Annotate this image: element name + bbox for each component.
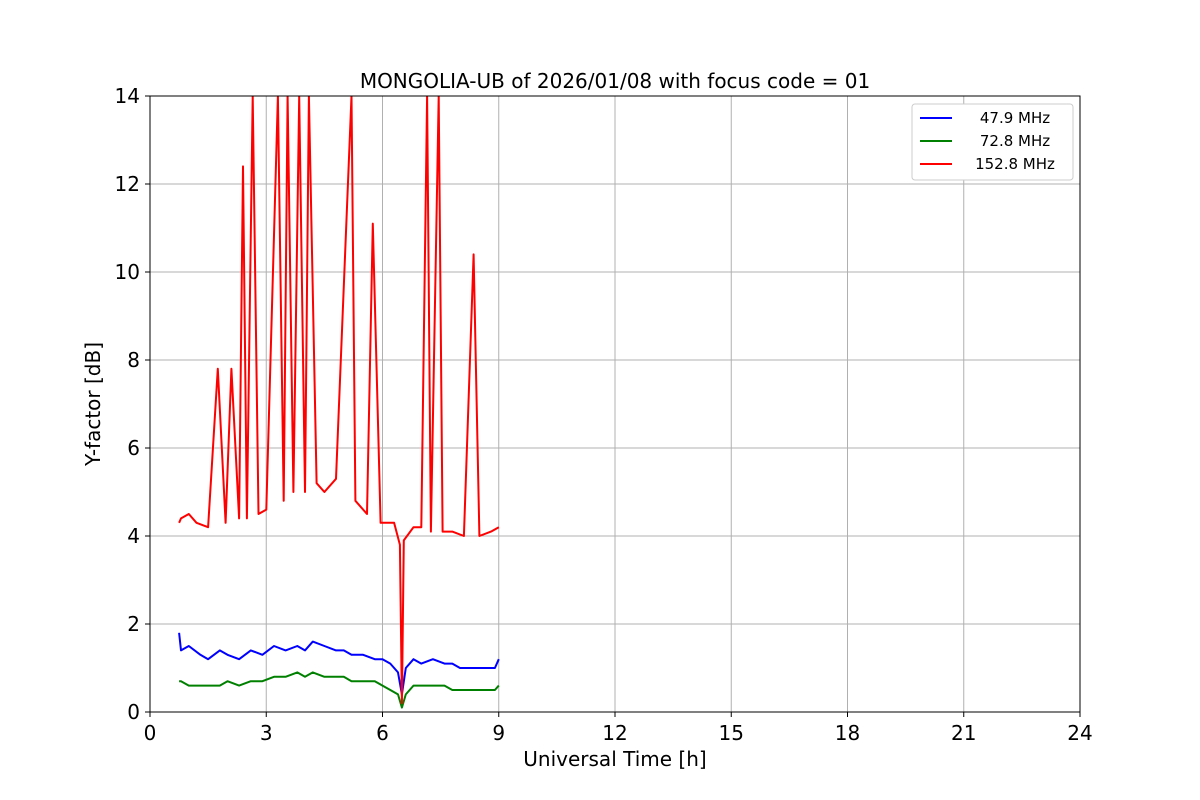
y-tick-label: 14 (115, 84, 140, 108)
x-tick-label: 3 (260, 721, 273, 745)
x-tick-label: 18 (835, 721, 860, 745)
x-axis-label: Universal Time [h] (523, 747, 706, 771)
y-tick-label: 12 (115, 172, 140, 196)
series-line-2 (178, 96, 500, 705)
x-tick-label: 12 (602, 721, 627, 745)
legend-label: 72.8 MHz (980, 132, 1050, 150)
chart-title: MONGOLIA-UB of 2026/01/08 with focus cod… (360, 69, 870, 93)
series-line-0 (178, 632, 500, 696)
legend-box (911, 103, 1074, 181)
legend: 47.9 MHz 72.8 MHz 152.8 MHz (911, 103, 1074, 181)
x-tick-label: 21 (951, 721, 976, 745)
y-axis-ticks: 0 2 4 6 8 10 12 14 (115, 84, 150, 724)
x-axis-ticks: 0 3 6 9 12 15 18 21 24 (144, 712, 1093, 745)
y-tick-label: 4 (127, 524, 140, 548)
y-tick-label: 0 (127, 700, 140, 724)
y-tick-label: 10 (115, 260, 140, 284)
x-tick-label: 9 (492, 721, 505, 745)
series-group (178, 96, 500, 709)
series-line-1 (179, 671, 500, 709)
y-tick-label: 8 (127, 348, 140, 372)
x-tick-label: 15 (719, 721, 744, 745)
x-tick-label: 0 (144, 721, 157, 745)
y-tick-label: 2 (127, 612, 140, 636)
x-tick-label: 6 (376, 721, 389, 745)
legend-label: 47.9 MHz (980, 109, 1050, 127)
x-tick-label: 24 (1067, 721, 1092, 745)
legend-label: 152.8 MHz (975, 155, 1055, 173)
y-axis-label: Y-factor [dB] (81, 342, 105, 467)
y-tick-label: 6 (127, 436, 140, 460)
